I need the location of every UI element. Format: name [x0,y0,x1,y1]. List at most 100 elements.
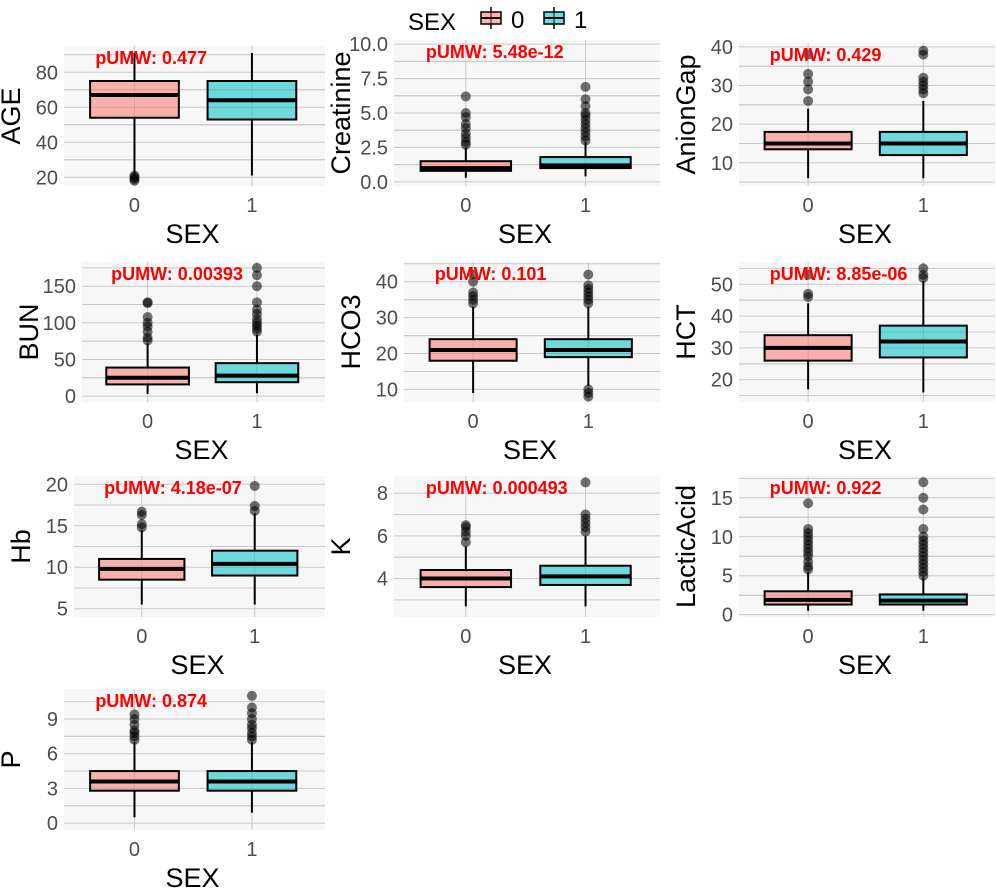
y-tick-label: 8 [377,483,388,505]
outlier-point [583,384,594,395]
box-iqr [419,160,513,172]
y-tick-label: 40 [36,132,58,154]
outlier-point [803,95,814,106]
outlier-point [129,709,140,720]
panel-lacticacid: 0 5 10 15 0 1 SEX LacticAcid pUMW: 0.922 [671,476,995,680]
pvalue-annotation: pUMW: 0.874 [95,691,207,711]
box-group-0 [763,49,853,179]
y-tick-label: 0 [722,605,733,627]
y-tick-label: 10 [711,153,733,175]
x-axis-title: SEX [170,650,224,680]
box-group-1 [539,81,632,177]
x-tick-label: 0 [468,411,479,433]
y-axis-title: AGE [0,87,26,144]
box-group-0 [763,498,853,611]
outlier-point [468,276,479,287]
box-group-0 [763,269,853,390]
box-iqr [214,362,300,384]
outlier-point [803,288,814,299]
outlier-point [580,94,591,105]
y-tick-label: 30 [711,338,733,360]
outlier-point [468,287,479,298]
y-tick-label: 100 [43,313,76,335]
box-group-0 [428,269,518,394]
y-tick-label: 40 [711,306,733,328]
pvalue-annotation: pUMW: 0.429 [770,45,882,65]
x-tick-label: 1 [249,626,260,648]
outlier-point [580,477,591,488]
x-axis-title: SEX [165,219,219,249]
y-tick-label: 40 [376,272,398,294]
y-tick-label: 20 [46,474,68,496]
y-tick-label: 6 [47,744,58,766]
y-tick-label: 150 [43,276,76,298]
outlier-point [918,492,929,503]
y-tick-label: 40 [711,37,733,59]
panel-hb: 5 10 15 20 0 1 SEX Hb pUMW: 4.18e-07 [6,474,325,680]
outlier-point [918,45,929,56]
box-group-1 [878,263,968,393]
x-tick-label: 0 [460,626,471,648]
y-tick-label: 15 [46,516,68,538]
x-axis-title: SEX [498,650,552,680]
outlier-point [142,311,153,322]
x-tick-label: 0 [142,411,153,433]
x-tick-label: 1 [918,411,929,433]
y-tick-label: 5.0 [360,103,388,125]
y-tick-label: 10 [46,557,68,579]
y-tick-label: 0 [65,386,76,408]
box-group-0 [89,709,180,818]
box-group-0 [105,297,190,394]
box-group-1 [211,480,299,605]
plot-background [64,689,325,830]
outlier-point [251,304,262,315]
plot-background [739,43,995,186]
pvalue-annotation: pUMW: 0.922 [770,478,882,498]
outlier-point [803,269,814,280]
y-axis-title: HCT [671,304,701,360]
x-axis-title: SEX [498,219,552,249]
panel-hct: 20 30 40 50 0 1 SEX HCT pUMW: 8.85e-06 [671,262,995,465]
x-axis-title: SEX [838,650,892,680]
y-tick-label: 6 [377,526,388,548]
pvalue-annotation: pUMW: 0.477 [95,48,207,68]
legend-title: SEX [408,9,456,36]
outlier-point [129,170,140,181]
outlier-point [918,263,929,274]
panel-age: 20 40 60 80 0 1 SEX AGE pUMW: 0.477 [0,46,325,249]
y-axis-title: P [0,750,26,768]
outlier-point [249,480,260,491]
y-tick-label: 20 [711,114,733,136]
outlier-point [460,119,471,130]
x-tick-label: 1 [918,195,929,217]
y-tick-label: 30 [376,308,398,330]
outlier-point [246,702,257,713]
y-tick-label: 10 [711,527,733,549]
x-tick-label: 1 [246,839,257,861]
y-tick-label: 30 [711,76,733,98]
panel-creatinine: 0.0 2.5 5.0 7.5 10.0 0 1 SEX Creatinine pUMW: 5.4… [326,34,660,249]
box-group-1 [206,53,298,176]
outlier-point [580,101,591,112]
outlier-point [460,520,471,531]
outlier-point [918,504,929,515]
outlier-point [918,531,929,542]
x-tick-label: 0 [803,411,814,433]
y-axis-title: HCO3 [336,294,366,369]
outlier-point [803,84,814,95]
outlier-point [583,269,594,280]
outlier-point [460,91,471,102]
y-axis-title: AnionGap [671,54,701,174]
plot-background [394,476,660,617]
y-tick-label: 7.5 [360,69,388,91]
y-tick-label: 5 [722,566,733,588]
outlier-point [803,68,814,79]
y-tick-label: 20 [376,344,398,366]
outlier-point [251,297,262,308]
x-tick-label: 0 [136,626,147,648]
outlier-point [580,108,591,118]
x-tick-label: 1 [580,195,591,217]
x-tick-label: 0 [129,195,140,217]
outlier-point [136,506,147,517]
